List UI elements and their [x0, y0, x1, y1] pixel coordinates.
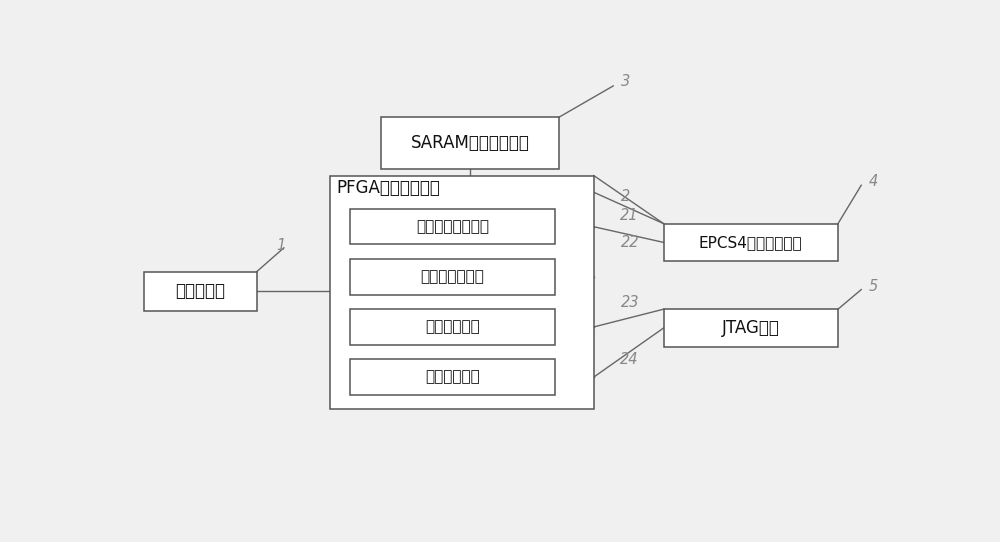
Text: SARAM图像存储模块: SARAM图像存储模块: [410, 134, 529, 152]
Text: 2: 2: [621, 189, 630, 204]
Text: 图像预处理单元: 图像预处理单元: [420, 269, 484, 285]
Bar: [350, 259, 555, 295]
Text: 5: 5: [869, 279, 878, 294]
Text: 22: 22: [621, 235, 640, 250]
Bar: [664, 309, 838, 347]
Text: EPCS4串行配置模块: EPCS4串行配置模块: [699, 235, 803, 250]
Text: 21: 21: [619, 208, 638, 223]
Text: 24: 24: [619, 352, 638, 367]
Text: 立体匹配单元: 立体匹配单元: [425, 319, 480, 334]
Text: 三维建模单元: 三维建模单元: [425, 370, 480, 384]
Text: 3: 3: [621, 74, 630, 89]
Bar: [350, 209, 555, 244]
Bar: [381, 117, 559, 169]
Bar: [350, 359, 555, 395]
Text: 4: 4: [869, 175, 878, 189]
Text: 1: 1: [276, 238, 285, 253]
Bar: [330, 176, 594, 409]
Text: 双目摄像机: 双目摄像机: [176, 282, 226, 300]
Text: PFGA数据处理模块: PFGA数据处理模块: [337, 179, 440, 197]
Bar: [144, 272, 257, 311]
Bar: [664, 224, 838, 261]
Text: 图像数据获取单元: 图像数据获取单元: [416, 220, 489, 234]
Text: 23: 23: [621, 295, 640, 311]
Text: JTAG模块: JTAG模块: [722, 319, 780, 337]
Bar: [350, 309, 555, 345]
